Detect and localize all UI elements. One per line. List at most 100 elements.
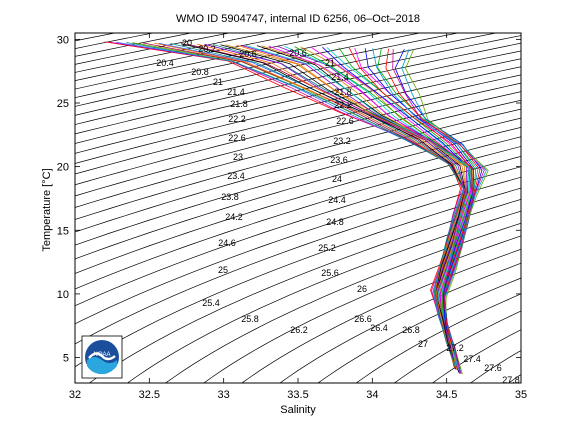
isopycnal-label: 26: [357, 284, 367, 294]
isopycnal-line: [279, 262, 521, 383]
x-ticks: 32 32.5 33 33.5 34 34.5 35: [69, 33, 527, 401]
isopycnal-line: [75, 117, 521, 246]
isopycnal-line: [75, 33, 346, 90]
profile-line: [104, 41, 462, 367]
isopycnal-line: [164, 222, 521, 383]
isopycnal-line: [75, 33, 460, 116]
isopycnal-label: 25.2: [318, 243, 336, 253]
iso-labels: 20 20.2 20.4 20.6 20.8 21 21.4 21.8 22.2 22.6 23 23…: [156, 38, 520, 385]
isopycnal-label: 21.4: [331, 72, 349, 82]
isopycnal-line: [75, 42, 521, 144]
isopycnal-line: [75, 33, 498, 125]
y-tick-label: 20: [57, 162, 69, 174]
y-tick-label: 10: [57, 289, 69, 301]
isopycnal-line: [0, 20, 28, 395]
isopycnal-label: 26.4: [370, 323, 388, 333]
isopycnal-label: 27.8: [502, 375, 520, 385]
isopycnal-line: [75, 35, 521, 135]
x-tick-label: 33.5: [287, 389, 308, 401]
isopycnal-label: 24.8: [326, 217, 344, 227]
isopycnal-label: 20.8: [191, 67, 209, 77]
isopycnal-label: 22.6: [228, 133, 246, 143]
isopycnal-line: [75, 74, 521, 186]
profile-line: [348, 47, 473, 373]
isopycnal-label: 25: [218, 265, 228, 275]
isopycnal-label: 21: [213, 77, 223, 87]
isopycnal-label: 21: [325, 58, 335, 68]
isopycnal-label: 20.6: [289, 48, 307, 58]
x-tick-label: 32.5: [139, 389, 160, 401]
profile-line: [322, 46, 473, 372]
x-tick-label: 33: [218, 389, 230, 401]
isopycnal-line: [75, 99, 521, 220]
isopycnal-line: [355, 293, 521, 383]
isopycnal-label: 25.6: [321, 268, 339, 278]
isopycnal-label: 22.2: [334, 100, 352, 110]
profile-line: [294, 46, 473, 372]
profile-line: [225, 44, 467, 370]
isopycnal-label: 24: [332, 174, 342, 184]
isopycnal-label: 27: [418, 339, 428, 349]
isopycnal-line: [75, 33, 384, 99]
isopycnal-label: 24.4: [328, 195, 346, 205]
isopycnal-line: [431, 329, 521, 383]
isopycnal-label: 23: [233, 152, 243, 162]
noaa-logo-text: NOAA: [93, 352, 110, 358]
isopycnal-label: 22.6: [336, 116, 354, 126]
isopycnal-label: 25.8: [241, 314, 259, 324]
isopycnal-line: [88, 198, 521, 383]
isopycnal-line: [75, 126, 521, 260]
isopycnal-label: 21.8: [230, 99, 248, 109]
isopycnal-line: [75, 166, 521, 325]
isopycnal-line: [75, 33, 422, 107]
isopycnal-label: 22.2: [228, 114, 246, 124]
chart-title: WMO ID 5904747, internal ID 6256, 06–Oct…: [176, 13, 420, 25]
isopycnal-line: [508, 374, 521, 383]
x-tick-label: 34: [366, 389, 378, 401]
isopycnal-line: [317, 277, 521, 383]
isopycnal-line: [393, 310, 521, 383]
profiles: [104, 41, 489, 375]
y-ticks: 5 10 15 20 25 30: [57, 34, 521, 365]
y-tick-label: 15: [57, 225, 69, 237]
isopycnal-label: 24.6: [218, 238, 236, 248]
noaa-logo: NOAA: [81, 335, 123, 379]
y-tick-label: 25: [57, 98, 69, 110]
isopycnal-label: 26.6: [354, 314, 372, 324]
isopycnal-label: 24.2: [225, 212, 243, 222]
x-tick-label: 32: [69, 389, 81, 401]
isopycnal-label: 20.6: [239, 49, 257, 59]
isopycnal-line: [75, 187, 521, 368]
isopycnal-label: 26.2: [290, 325, 308, 335]
isopycnal-label: 26.8: [402, 325, 420, 335]
x-tick-label: 35: [515, 389, 527, 401]
isopycnal-label: 20.2: [198, 44, 216, 54]
isopycnal-label: 23.8: [221, 192, 239, 202]
isopycnals: [0, 20, 576, 395]
isopycnal-line: [0, 20, 66, 395]
isopycnal-line: [126, 210, 521, 383]
isopycnal-line: [75, 58, 521, 164]
isopycnal-label: 25.4: [202, 298, 220, 308]
isopycnal-label: 23.4: [227, 171, 245, 181]
x-tick-label: 34.5: [436, 389, 457, 401]
profile-line: [116, 41, 464, 367]
isopycnal-line: [530, 20, 576, 395]
isopycnal-label: 23.6: [330, 155, 348, 165]
isopycnal-line: [75, 146, 521, 290]
isopycnal-label: 27.6: [484, 363, 502, 373]
profile-line: [154, 42, 465, 368]
isopycnal-label: 27.2: [446, 343, 464, 353]
isopycnal-line: [203, 235, 521, 383]
isopycnal-line: [568, 20, 576, 395]
isopycnal-label: 27.4: [463, 354, 481, 364]
y-axis-label: Temperature [°C]: [41, 168, 53, 251]
isopycnal-line: [241, 248, 521, 383]
isopycnal-label: 20.4: [156, 58, 174, 68]
y-tick-label: 30: [57, 34, 69, 46]
isopycnal-label: 21.8: [334, 87, 352, 97]
isopycnal-line: [75, 156, 521, 307]
isopycnal-line: [75, 108, 521, 233]
isopycnal-line: [75, 176, 521, 345]
